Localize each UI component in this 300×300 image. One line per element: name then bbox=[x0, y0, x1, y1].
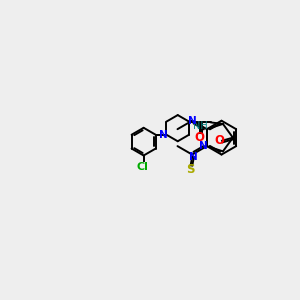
Text: NH: NH bbox=[193, 121, 208, 131]
Text: O: O bbox=[215, 134, 225, 147]
Text: O: O bbox=[195, 130, 205, 143]
Text: N: N bbox=[188, 116, 197, 126]
Text: N: N bbox=[199, 141, 207, 151]
Text: N: N bbox=[189, 152, 197, 162]
Text: N: N bbox=[159, 130, 168, 140]
Text: Cl: Cl bbox=[137, 162, 149, 172]
Text: S: S bbox=[186, 164, 195, 176]
